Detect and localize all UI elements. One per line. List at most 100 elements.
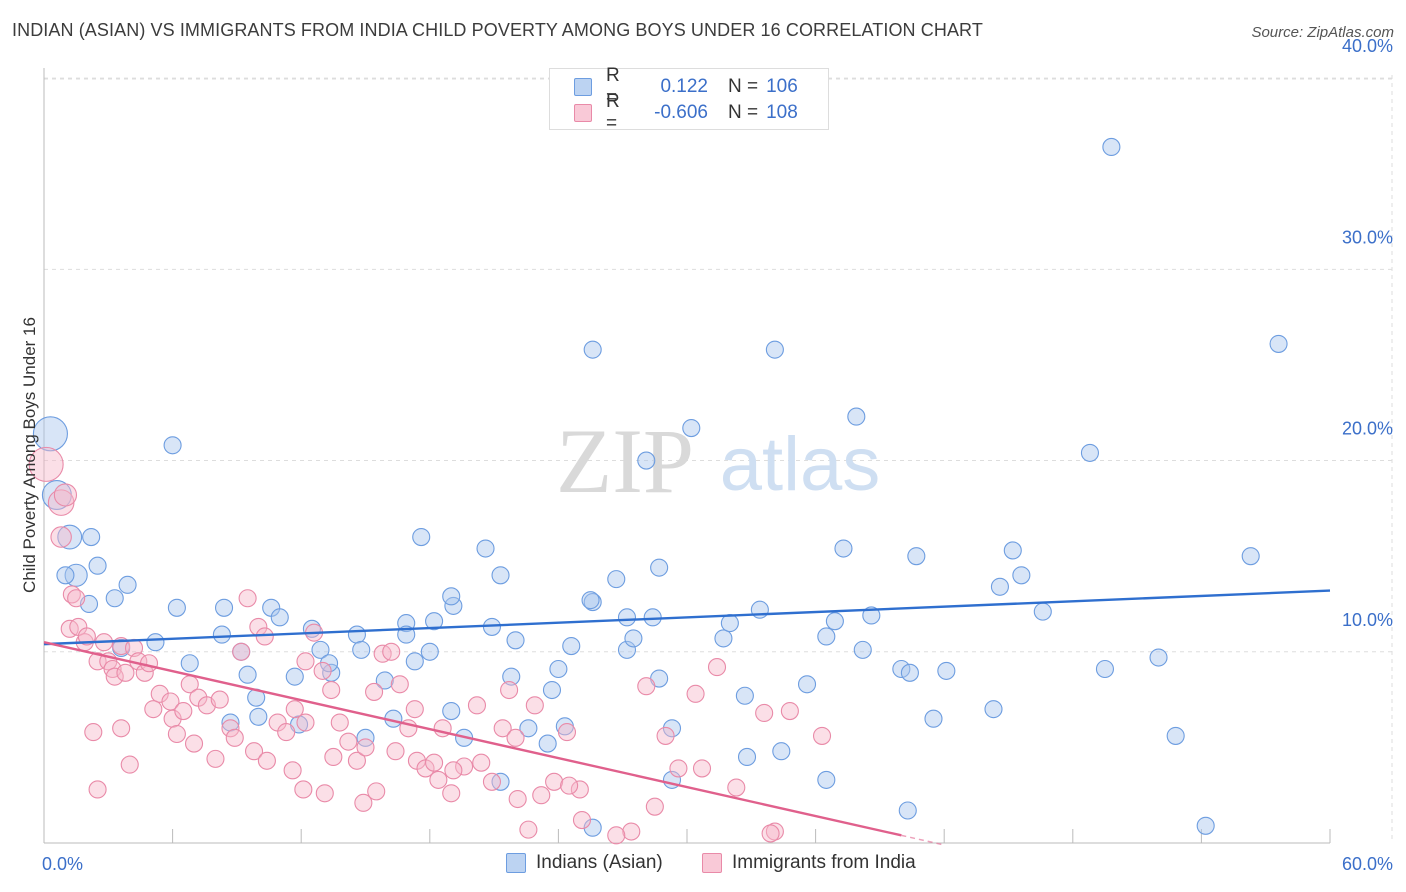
data-point	[315, 784, 334, 803]
axes	[43, 68, 1331, 844]
data-point	[429, 770, 448, 789]
data-point	[1196, 816, 1215, 835]
trendline-indians	[43, 589, 1331, 646]
data-point	[118, 575, 137, 594]
data-point	[163, 436, 182, 455]
data-point	[508, 789, 527, 809]
data-point	[720, 614, 739, 633]
bottom-legend: Indians (Asian) Immigrants from India	[0, 852, 1406, 878]
x-tick-label-min: 0.0%	[42, 854, 83, 874]
data-point	[645, 797, 664, 816]
data-point	[735, 686, 754, 705]
data-point	[347, 625, 366, 644]
data-point	[238, 665, 257, 684]
data-point	[907, 547, 926, 566]
data-point	[650, 558, 669, 577]
data-point	[560, 776, 579, 795]
data-point	[937, 661, 956, 680]
data-point	[255, 627, 274, 646]
data-point	[180, 654, 199, 673]
data-point	[352, 640, 371, 659]
watermark-atlas: atlas	[720, 422, 881, 507]
data-point	[669, 759, 688, 778]
data-point	[500, 680, 519, 700]
legend-n-value: 106	[766, 76, 798, 97]
data-point	[442, 587, 461, 606]
data-point	[144, 700, 163, 719]
data-point	[296, 652, 315, 671]
data-point	[755, 703, 774, 723]
legend-swatch-blue	[574, 78, 592, 96]
data-point	[112, 719, 131, 738]
data-point	[1012, 566, 1031, 585]
data-point	[656, 726, 675, 745]
y-axis-label: Child Poverty Among Boys Under 16	[20, 317, 39, 593]
data-point	[1095, 659, 1114, 679]
tick-labels: 10.0% 20.0% 30.0% 40.0% 0.0% 60.0%	[42, 36, 1393, 874]
data-point	[607, 570, 626, 589]
data-point	[624, 629, 643, 648]
data-point	[853, 640, 872, 659]
data-point	[549, 659, 568, 679]
data-point	[662, 719, 682, 738]
data-point	[1003, 541, 1022, 560]
data-point	[682, 419, 701, 438]
data-point	[221, 719, 240, 738]
data-point	[817, 627, 836, 646]
watermark: ZIP atlas	[556, 410, 880, 512]
data-point	[285, 667, 304, 686]
data-point	[817, 770, 836, 789]
data-point	[210, 690, 229, 709]
data-point	[405, 700, 424, 719]
legend-n-label: N =	[728, 102, 759, 123]
data-point	[167, 598, 186, 617]
bottom-legend-indians: Indians (Asian)	[506, 852, 663, 874]
data-point	[244, 742, 264, 761]
data-point	[772, 742, 791, 761]
data-point	[990, 577, 1009, 596]
data-point	[206, 749, 225, 768]
y-tick-label: 40.0%	[1342, 36, 1393, 56]
data-point	[506, 631, 525, 650]
data-point	[214, 598, 234, 617]
data-point	[56, 566, 75, 585]
data-point	[780, 702, 799, 721]
chart-title: INDIAN (ASIAN) VS IMMIGRANTS FROM INDIA …	[12, 20, 983, 40]
data-point	[57, 524, 83, 550]
data-point	[519, 820, 538, 839]
legend-row-indians: R = 0.122 N = 106	[574, 65, 798, 108]
data-point	[984, 700, 1003, 719]
data-point	[367, 782, 386, 801]
data-point	[320, 654, 339, 673]
data-point	[1080, 443, 1099, 462]
legend-swatch-pink	[574, 104, 592, 122]
data-point	[88, 556, 107, 575]
data-point	[339, 732, 358, 751]
data-point	[493, 719, 512, 738]
data-point	[797, 675, 817, 694]
data-point	[607, 826, 626, 845]
legend-n-value: 108	[766, 102, 798, 123]
data-point	[88, 780, 107, 799]
data-point	[765, 340, 784, 359]
data-point	[82, 527, 101, 547]
data-point	[105, 589, 124, 608]
data-point	[442, 784, 461, 803]
data-point	[53, 483, 78, 507]
data-point	[707, 658, 727, 677]
data-point	[692, 759, 712, 778]
data-point	[570, 780, 589, 799]
data-point	[455, 757, 474, 776]
data-point	[88, 652, 107, 671]
data-point	[812, 726, 832, 745]
data-point	[583, 340, 602, 359]
stats-legend: R = 0.122 N = 106 R = -0.606 N = 108	[549, 65, 829, 134]
data-point	[313, 661, 332, 680]
x-tick-label-max: 60.0%	[1342, 854, 1393, 874]
data-point	[139, 654, 159, 673]
y-tick-label: 10.0%	[1342, 610, 1393, 630]
data-point	[330, 713, 349, 732]
data-point	[405, 652, 424, 671]
data-point	[542, 680, 562, 700]
